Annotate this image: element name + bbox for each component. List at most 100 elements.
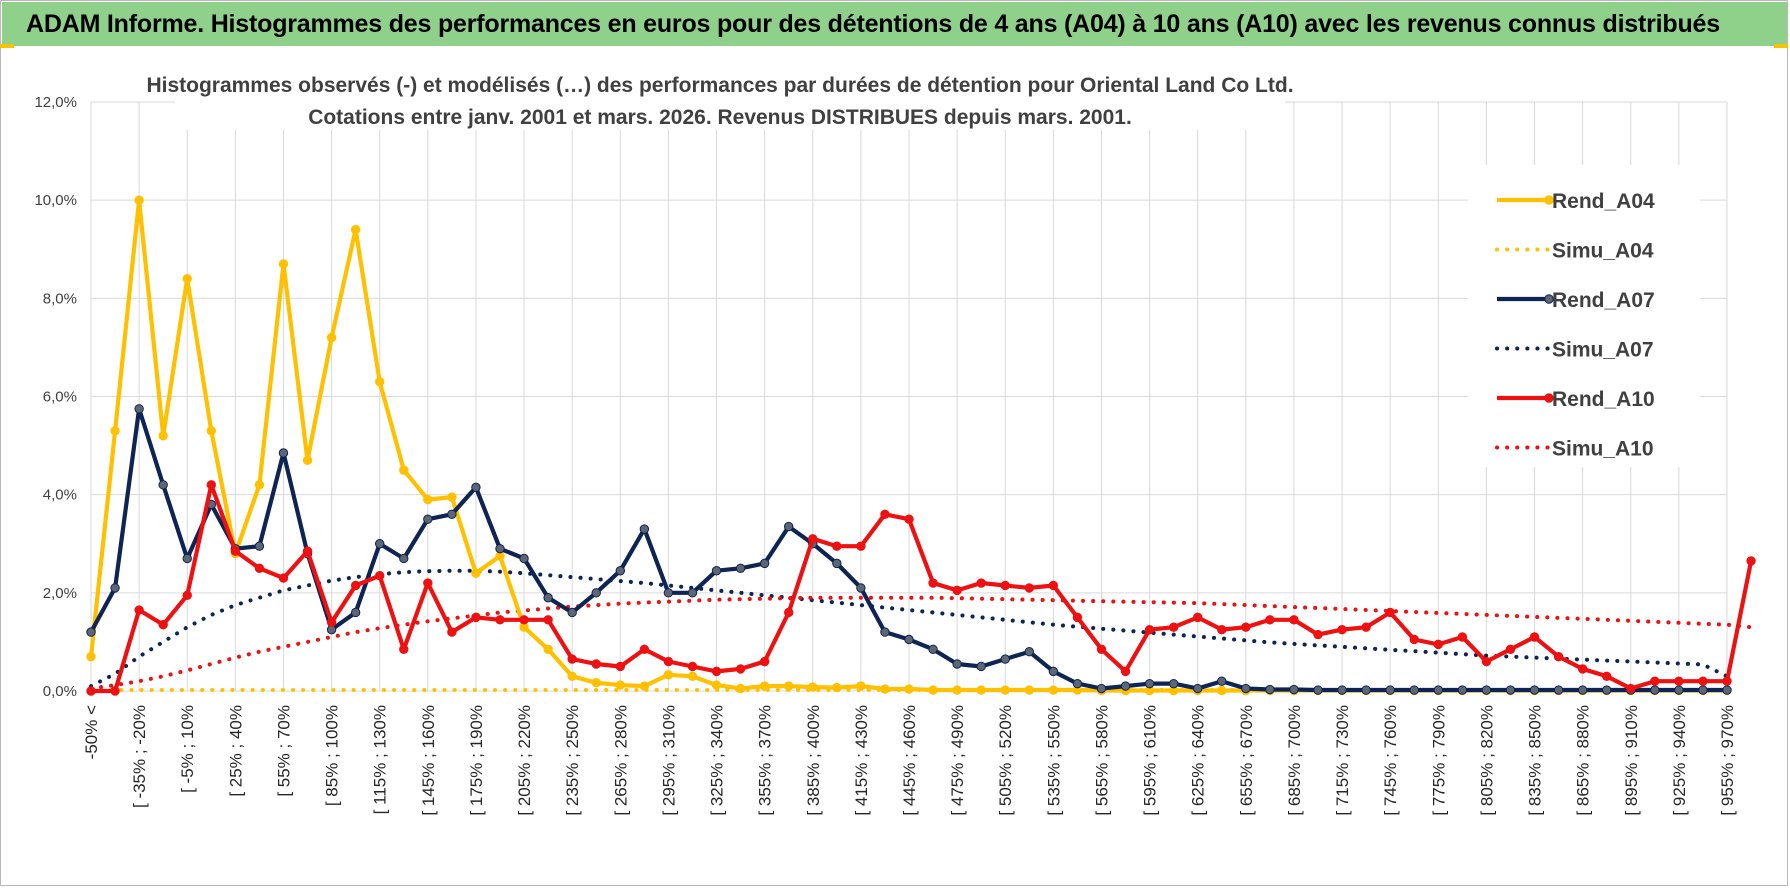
data-point-rend-a04 bbox=[471, 568, 481, 578]
data-point-rend-a04 bbox=[399, 465, 409, 475]
data-point-rend-a07 bbox=[687, 588, 698, 598]
data-point-rend-a07 bbox=[495, 543, 505, 554]
x-tick-label: [ 475% ; 490% bbox=[948, 705, 967, 816]
data-point-rend-a04 bbox=[735, 683, 746, 694]
data-point-rend-a10 bbox=[1385, 607, 1395, 618]
data-point-rend-a04 bbox=[302, 455, 313, 466]
data-point-rend-a07 bbox=[663, 588, 674, 598]
data-point-rend-a07 bbox=[86, 627, 96, 637]
chart-title: Histogrammes observés (-) et modélisés (… bbox=[146, 74, 1293, 97]
data-point-rend-a07 bbox=[350, 607, 361, 618]
data-point-rend-a07 bbox=[1409, 685, 1419, 695]
x-tick-label: [ 565% ; 580% bbox=[1092, 705, 1111, 816]
data-point-rend-a10 bbox=[471, 612, 481, 623]
report-banner: ADAM Informe. Histogrammes des performan… bbox=[2, 2, 1787, 46]
data-point-rend-a10 bbox=[1698, 676, 1708, 686]
data-point-rend-a10 bbox=[711, 666, 722, 677]
data-point-rend-a07 bbox=[519, 553, 529, 564]
data-point-rend-a10 bbox=[519, 615, 529, 625]
legend-label-rend-a07: Rend_A07 bbox=[1552, 289, 1655, 312]
x-tick-label: [ 685% ; 700% bbox=[1285, 705, 1304, 816]
data-point-rend-a10 bbox=[1241, 622, 1251, 632]
data-point-rend-a04 bbox=[711, 680, 722, 690]
data-point-rend-a07 bbox=[1577, 685, 1588, 695]
data-point-rend-a10 bbox=[134, 605, 144, 615]
data-point-rend-a04 bbox=[856, 681, 866, 691]
data-point-rend-a04 bbox=[375, 377, 385, 387]
data-point-rend-a07 bbox=[1193, 683, 1203, 694]
x-tick-label: [ 355% ; 370% bbox=[756, 705, 775, 816]
data-point-rend-a07 bbox=[1602, 685, 1612, 695]
data-point-rend-a07 bbox=[1674, 685, 1684, 695]
data-point-rend-a07 bbox=[928, 644, 938, 654]
x-tick-label: [ 415% ; 430% bbox=[852, 705, 871, 816]
data-point-rend-a10 bbox=[1265, 615, 1275, 625]
data-point-rend-a10 bbox=[86, 686, 96, 696]
data-point-rend-a10 bbox=[350, 580, 361, 591]
data-point-rend-a07 bbox=[1289, 684, 1299, 695]
data-point-rend-a04 bbox=[1217, 685, 1227, 696]
banner-corner-right bbox=[1774, 44, 1788, 48]
x-tick-label: [ 175% ; 190% bbox=[467, 705, 486, 816]
data-point-rend-a07 bbox=[158, 480, 168, 490]
legend-label-rend-a04: Rend_A04 bbox=[1552, 190, 1655, 213]
data-point-rend-a10 bbox=[206, 480, 216, 490]
data-point-rend-a07 bbox=[182, 553, 192, 564]
legend-marker-rend-a10 bbox=[1544, 393, 1554, 403]
x-tick-label: [ 895% ; 910% bbox=[1622, 705, 1641, 816]
data-point-rend-a10 bbox=[1457, 632, 1468, 642]
data-point-rend-a07 bbox=[856, 583, 866, 593]
data-point-rend-a10 bbox=[759, 656, 770, 667]
legend-label-simu-a04: Simu_A04 bbox=[1552, 240, 1654, 263]
data-point-rend-a07 bbox=[1217, 676, 1227, 686]
data-point-rend-a04 bbox=[423, 494, 433, 505]
data-point-rend-a04 bbox=[976, 685, 986, 695]
legend-marker-rend-a07 bbox=[1544, 294, 1554, 304]
data-point-rend-a04 bbox=[182, 274, 192, 284]
x-tick-label: [ 865% ; 880% bbox=[1574, 705, 1593, 816]
data-point-rend-a10 bbox=[1529, 632, 1540, 642]
data-point-rend-a10 bbox=[1337, 624, 1347, 635]
data-point-rend-a07 bbox=[784, 521, 794, 532]
title-backdrop bbox=[175, 66, 1285, 130]
data-point-rend-a04 bbox=[1048, 685, 1059, 695]
data-point-rend-a10 bbox=[423, 578, 433, 588]
data-point-rend-a07 bbox=[1361, 685, 1371, 695]
data-point-rend-a04 bbox=[134, 195, 144, 205]
data-point-rend-a10 bbox=[1313, 629, 1323, 640]
data-point-rend-a07 bbox=[543, 593, 553, 603]
data-point-rend-a04 bbox=[1000, 685, 1010, 695]
x-tick-label: [ 955% ; 970% bbox=[1718, 705, 1737, 816]
data-point-rend-a10 bbox=[1553, 651, 1564, 662]
data-point-rend-a07 bbox=[759, 558, 770, 569]
x-tick-label: [ 115% ; 130% bbox=[371, 705, 390, 814]
data-point-rend-a07 bbox=[1385, 685, 1395, 695]
data-point-rend-a07 bbox=[254, 541, 265, 551]
data-point-rend-a10 bbox=[1409, 634, 1419, 645]
data-point-rend-a07 bbox=[952, 659, 962, 669]
data-point-rend-a07 bbox=[880, 627, 890, 637]
data-point-rend-a10 bbox=[591, 659, 601, 669]
data-point-rend-a10 bbox=[375, 570, 385, 581]
data-point-rend-a10 bbox=[880, 509, 890, 519]
x-axis: -50% < [ -35% ; -20% [ -5% ; 10% [ 25% ; 40… bbox=[82, 705, 1737, 816]
x-tick-label: [ 625% ; 640% bbox=[1189, 705, 1208, 816]
legend-label-simu-a07: Simu_A07 bbox=[1552, 339, 1654, 362]
data-point-rend-a04 bbox=[663, 670, 674, 680]
x-tick-label: [ 505% ; 520% bbox=[996, 705, 1015, 816]
data-point-rend-a10 bbox=[1626, 683, 1636, 694]
data-point-rend-a07 bbox=[278, 448, 289, 458]
x-tick-label: [ 445% ; 460% bbox=[900, 705, 919, 816]
data-point-rend-a10 bbox=[110, 686, 120, 696]
data-point-rend-a04 bbox=[447, 492, 457, 502]
data-point-rend-a07 bbox=[399, 553, 409, 564]
legend-marker-rend-a04 bbox=[1544, 195, 1554, 205]
data-point-rend-a04 bbox=[110, 426, 120, 436]
x-tick-label: [ 25% ; 40% bbox=[226, 705, 245, 797]
data-point-rend-a04 bbox=[832, 682, 842, 693]
data-point-rend-a04 bbox=[687, 671, 698, 681]
x-tick-label: [ 325% ; 340% bbox=[708, 705, 727, 816]
x-tick-label: [ 85% ; 100% bbox=[323, 705, 342, 806]
